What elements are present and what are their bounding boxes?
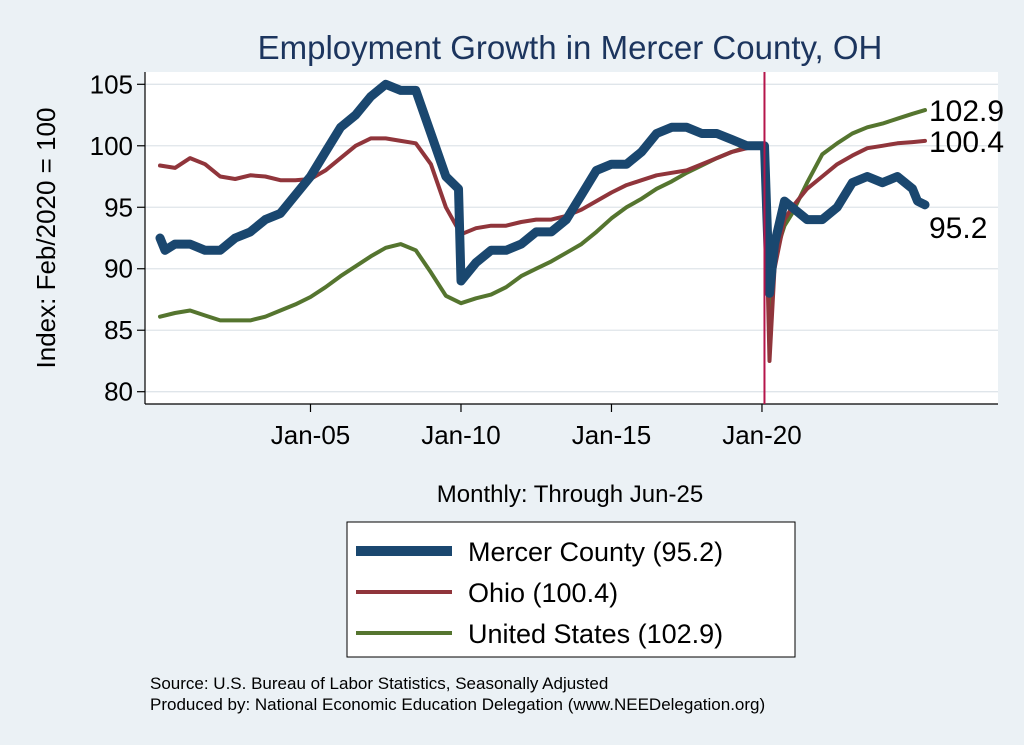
- end-label-ohio: 100.4: [929, 126, 1004, 159]
- end-label-us: 102.9: [929, 95, 1004, 128]
- source-note: Source: U.S. Bureau of Labor Statistics,…: [150, 674, 608, 693]
- chart-title: Employment Growth in Mercer County, OH: [258, 29, 883, 66]
- x-tick-label-Jan-10: Jan-10: [421, 420, 501, 450]
- x-axis: Jan-05 Jan-10 Jan-15 Jan-20: [271, 404, 802, 450]
- series-line-mercer: [155, 79, 930, 298]
- plot-area: [145, 72, 998, 404]
- y-tick-label-105: 105: [90, 69, 133, 99]
- series-lines: [155, 79, 930, 363]
- y-axis-label: Index: Feb/2020 = 100: [31, 108, 61, 369]
- x-tick-label-Jan-20: Jan-20: [722, 420, 802, 450]
- x-tick-label-Jan-15: Jan-15: [572, 420, 652, 450]
- legend: Mercer County (95.2) Ohio (100.4) United…: [346, 521, 796, 658]
- y-axis: 80 85 90 95 100 105: [90, 69, 145, 407]
- y-tick-label-100: 100: [90, 131, 133, 161]
- end-label-mercer: 95.2: [929, 212, 987, 245]
- y-tick-label-95: 95: [104, 192, 133, 222]
- legend-label-us: United States (102.9): [468, 619, 723, 649]
- x-tick-label-Jan-05: Jan-05: [271, 420, 351, 450]
- x-axis-label: Monthly: Through Jun-25: [437, 481, 703, 508]
- producer-note: Produced by: National Economic Education…: [150, 695, 765, 714]
- legend-label-ohio: Ohio (100.4): [468, 578, 618, 608]
- y-tick-label-80: 80: [104, 377, 133, 407]
- y-tick-label-85: 85: [104, 315, 133, 345]
- y-tick-label-90: 90: [104, 254, 133, 284]
- legend-label-mercer: Mercer County (95.2): [468, 537, 723, 567]
